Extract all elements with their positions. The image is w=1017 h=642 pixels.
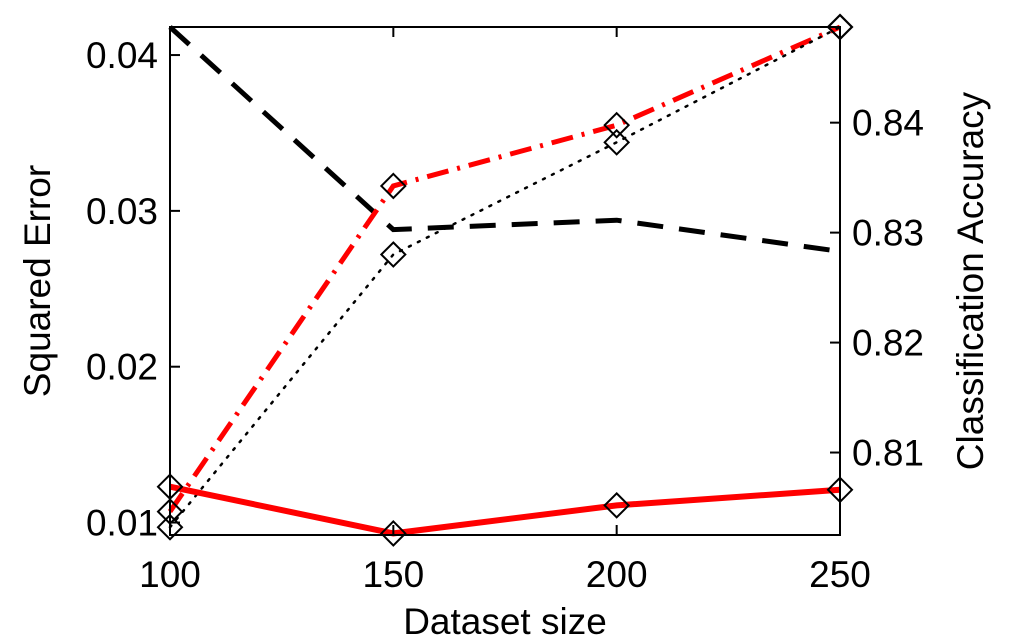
y-axis-right-title: Classification Accuracy [950, 91, 991, 470]
y-left-tick-label: 0.04 [86, 35, 158, 76]
y-right-tick-label: 0.84 [852, 103, 924, 144]
data-point-marker [603, 111, 631, 139]
x-tick-label: 150 [362, 554, 424, 595]
x-axis-title: Dataset size [403, 601, 607, 642]
x-tick-label: 250 [809, 554, 871, 595]
plot-frame [169, 26, 841, 536]
series-line [167, 24, 842, 514]
data-point-marker [603, 491, 631, 519]
y-left-tick-label: 0.02 [86, 347, 158, 388]
label-layer: 100 150 200 250 0.01 0.02 0.03 0.04 0.81 0.82 0.83… [86, 35, 924, 595]
x-tick-label: 200 [586, 554, 648, 595]
y-left-tick-label: 0.03 [86, 191, 158, 232]
series-line [169, 483, 841, 537]
y-left-tick-label: 0.01 [86, 503, 158, 544]
y-axis-left-title: Squared Error [17, 165, 58, 397]
x-tick-label: 100 [139, 554, 201, 595]
plot-area [170, 27, 840, 535]
data-point-marker [379, 520, 407, 547]
y-right-tick-label: 0.83 [852, 213, 924, 254]
data-point-marker [379, 241, 407, 268]
y-right-tick-label: 0.81 [852, 433, 924, 474]
series-line [168, 25, 841, 254]
y-right-tick-label: 0.82 [852, 323, 924, 364]
data-point-marker [379, 172, 407, 200]
data-point-marker [603, 128, 631, 156]
